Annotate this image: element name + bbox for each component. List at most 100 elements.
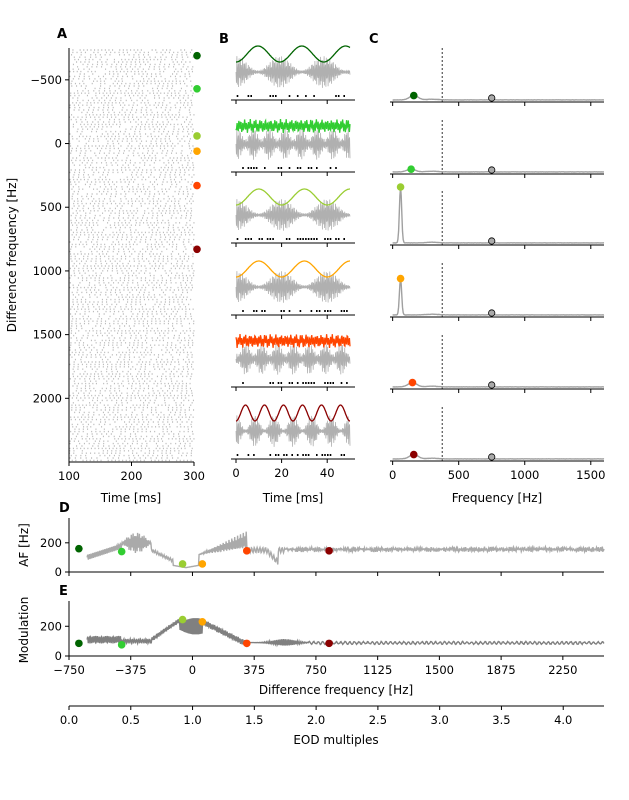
response-marker-4-5	[325, 639, 333, 648]
ticklabel-eod-4: 2.0	[307, 713, 325, 727]
panel-d: 0 200	[40, 518, 605, 579]
ticklabel-y-3-0: 0	[55, 565, 62, 579]
spectrum-peak-marker-3	[396, 274, 405, 283]
ticklabel-a-y-1: 0	[55, 137, 62, 151]
ticklabel-a-y-4: 1500	[33, 328, 62, 342]
panel-c: 0 500 1000 1500	[389, 48, 605, 482]
carrier-trace-3	[235, 271, 351, 303]
ticklabel-b-x-1: 20	[274, 466, 289, 480]
ticklabel-a-x-1: 200	[121, 469, 143, 483]
spectrum-peak-marker-4	[408, 378, 417, 387]
response-marker-3-1	[117, 547, 126, 556]
marker-a-5	[193, 245, 201, 254]
envelope-trace-2	[236, 188, 350, 206]
response-marker-3-2	[178, 560, 187, 568]
ticklabel-c-x-3: 1500	[576, 468, 605, 482]
carrier-trace-1	[235, 128, 351, 160]
spectrum-peak-marker-1	[407, 165, 415, 173]
panel-label-c: C	[369, 32, 379, 47]
panel-b: 0 20 40	[231, 45, 355, 480]
carrier-trace-5	[235, 415, 351, 447]
response-marker-3-5	[325, 547, 333, 555]
panel-e-ylabel: Modulation	[17, 597, 31, 664]
panel-c-row-3	[390, 263, 605, 321]
panel-c-row-0	[390, 48, 604, 106]
ticklabel-eod-0: 0.0	[60, 713, 78, 727]
spectrum-5	[392, 453, 605, 460]
response-marker-4-1	[117, 641, 126, 649]
envelope-trace-1	[235, 118, 351, 134]
panel-eod-axis: 0.0 0.5 1.0 1.5 2.0 2.5 3.0 3.5 4.0	[60, 705, 604, 727]
marker-a-1	[193, 84, 201, 93]
panel-b-row-1	[231, 118, 355, 176]
spectrum-1	[392, 168, 604, 173]
ticklabel-a-y-0: −500	[30, 73, 62, 87]
marker-a-0	[193, 51, 201, 60]
ticklabel-x-4-2: 0	[189, 663, 196, 677]
ticklabel-eod-6: 3.0	[431, 713, 449, 727]
ticklabel-c-x-2: 1000	[510, 468, 539, 482]
panel-b-row-5: 0 20 40	[231, 404, 355, 480]
ticklabel-eod-7: 3.5	[492, 713, 510, 727]
eod-peak-marker-5	[488, 453, 496, 461]
raster-spikes	[69, 49, 195, 462]
ticklabel-eod-5: 2.5	[369, 713, 387, 727]
panel-c-row-5: 0 500 1000 1500	[389, 407, 605, 482]
panel-label-a: A	[57, 27, 67, 42]
ticklabel-a-y-5: 2000	[33, 391, 62, 405]
ticklabel-a-x-2: 300	[183, 469, 205, 483]
spectrum-peak-marker-0	[409, 91, 418, 100]
ticklabel-x-4-4: 750	[305, 663, 327, 677]
response-marker-3-4	[242, 547, 251, 555]
ticklabel-a-y-2: 500	[40, 200, 62, 214]
carrier-trace-4	[235, 343, 351, 375]
panel-a-ylabel: Difference frequency [Hz]	[5, 178, 19, 332]
panel-c-xlabel: Frequency [Hz]	[452, 491, 543, 505]
panel-c-row-1	[390, 120, 604, 178]
ticklabel-eod-3: 1.5	[245, 713, 263, 727]
ticklabel-eod-1: 0.5	[122, 713, 140, 727]
panel-a-xlabel: Time [ms]	[100, 491, 162, 505]
spectrum-peak-marker-2	[396, 183, 405, 191]
panel-a: 100 200 300 −500 0 500 1000 1500 2000	[30, 48, 205, 483]
ticklabel-x-4-5: 1125	[363, 663, 392, 677]
ticklabel-c-x-1: 500	[448, 468, 470, 482]
ticklabel-y-4-0: 0	[55, 649, 62, 663]
spectrum-2	[392, 186, 605, 244]
panel-label-b: B	[219, 32, 229, 47]
ticklabel-x-4-3: 375	[243, 663, 265, 677]
response-marker-4-2	[178, 615, 187, 624]
response-curve-4	[86, 618, 605, 648]
eod-peak-marker-4	[488, 381, 496, 389]
spectrum-4	[392, 381, 604, 388]
ticklabel-x-4-1: −375	[115, 663, 147, 677]
response-marker-4-4	[242, 639, 251, 648]
ticklabel-eod-8: 4.0	[554, 713, 572, 727]
marker-a-3	[193, 147, 201, 155]
ticklabel-c-x-0: 0	[389, 468, 396, 482]
panel-b-xlabel: Time [ms]	[262, 491, 324, 505]
ticklabel-x-4-0: −750	[53, 663, 85, 677]
panel-d-ylabel: AF [Hz]	[17, 523, 31, 567]
ticklabel-x-4-6: 1500	[425, 663, 454, 677]
spectrum-peak-marker-5	[409, 450, 418, 459]
envelope-trace-5	[235, 404, 351, 422]
ticklabel-eod-2: 1.0	[183, 713, 201, 727]
panel-label-e: E	[59, 584, 68, 599]
ticklabel-b-x-0: 0	[232, 466, 239, 480]
ticklabel-y-4-1: 200	[40, 619, 62, 633]
response-marker-3-0	[75, 544, 83, 553]
eod-peak-marker-0	[488, 94, 496, 102]
spectrum-0	[392, 94, 604, 101]
ticklabel-y-3-1: 200	[40, 536, 62, 550]
ticklabel-a-x-0: 100	[58, 469, 80, 483]
panel-e: 0 200 −750 −375 0 375 750 1125 1500 1875 2250	[40, 601, 605, 677]
panel-label-d: D	[59, 501, 70, 516]
spectrum-3	[392, 278, 605, 316]
envelope-trace-3	[236, 260, 350, 278]
response-marker-4-3	[198, 618, 207, 626]
carrier-trace-2	[235, 199, 351, 231]
marker-a-2	[193, 132, 201, 140]
response-marker-4-0	[75, 639, 83, 648]
